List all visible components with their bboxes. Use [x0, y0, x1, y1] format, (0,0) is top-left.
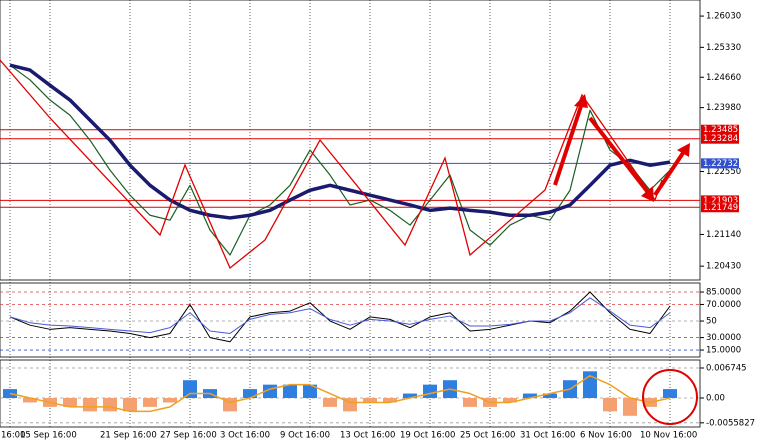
zigzag	[0, 59, 663, 270]
histogram-bar	[163, 397, 177, 403]
level-label-box	[701, 133, 739, 144]
y-tick-label: 1.21140	[706, 230, 741, 240]
x-tick-label: 6 Nov 16:00	[580, 431, 632, 441]
level-label: 1.23284	[703, 134, 738, 144]
histogram-bar	[63, 397, 77, 407]
histogram-bar	[423, 384, 437, 398]
y-tick-label: 1.22550	[706, 167, 741, 177]
level-label: 1.23485	[703, 125, 738, 135]
level-label-box	[701, 158, 739, 169]
histogram-bar	[123, 397, 137, 412]
histogram-bar	[463, 397, 477, 407]
histogram-bar	[543, 393, 557, 398]
highlight-circle	[642, 369, 698, 425]
y-tick-label: -0.0055827	[706, 418, 755, 428]
panel-frame	[0, 359, 701, 428]
x-tick-label: 25 Oct 16:00	[460, 431, 515, 441]
x-tick-label: 13 Oct 16:00	[340, 431, 395, 441]
x-tick-label: 3 Oct 16:00	[220, 431, 270, 441]
histogram-bar	[83, 397, 97, 412]
y-tick-label: 1.25330	[706, 43, 741, 53]
y-tick-label: 70.0000	[706, 300, 741, 310]
level-label: 1.21749	[703, 203, 738, 213]
histogram-bar	[363, 397, 377, 403]
histogram-bar	[183, 380, 197, 398]
arrow-head	[677, 143, 690, 157]
arrow	[553, 99, 585, 186]
y-tick-label: 30.0000	[706, 333, 741, 343]
histogram-bar	[283, 384, 297, 398]
y-tick-label: 15.0000	[706, 346, 741, 356]
x-tick-label: 27 Sep 16:00	[160, 431, 217, 441]
y-tick-label: 1.20430	[706, 262, 741, 272]
series-line	[9, 297, 671, 334]
y-tick-label: 50	[706, 317, 717, 327]
level-label-box	[701, 202, 739, 213]
histogram-bar	[523, 393, 537, 398]
x-tick-label: 15 Sep 16:00	[20, 431, 77, 441]
x-tick-label: 31 Oct 16:00	[520, 431, 575, 441]
panel-frame	[0, 282, 701, 358]
level-label: 1.22732	[703, 159, 738, 169]
histogram-bar	[663, 389, 677, 398]
level-label-box	[701, 124, 739, 135]
series-line	[9, 64, 671, 256]
histogram-bar	[603, 397, 617, 412]
y-tick-label: 1.24660	[706, 73, 741, 83]
x-tick-label: 19 Oct 16:00	[400, 431, 455, 441]
histogram-bar	[103, 397, 117, 412]
histogram-bar	[503, 397, 517, 403]
x-tick-label: 9 Oct 16:00	[280, 431, 330, 441]
histogram-bar	[323, 397, 337, 407]
y-tick-label: 0.006745	[706, 363, 747, 373]
annotations	[0, 59, 698, 425]
y-tick-label: 1.26030	[706, 12, 741, 22]
arrow-head	[641, 186, 654, 202]
y-tick-label: 1.23980	[706, 103, 741, 113]
series-line	[9, 374, 671, 413]
histogram-bar	[243, 389, 257, 398]
histogram-bar	[623, 397, 637, 416]
arrow	[588, 116, 652, 197]
x-tick-label: 16:00	[1, 431, 26, 441]
arrow-head	[574, 94, 588, 108]
histogram-bar	[143, 397, 157, 407]
level-label: 1.21903	[703, 196, 738, 206]
histogram-bar	[403, 393, 417, 398]
y-tick-label: 85.0000	[706, 288, 741, 298]
panel-frame	[0, 0, 701, 281]
y-tick-label: 0.00	[706, 393, 725, 403]
level-label-box	[701, 195, 739, 206]
histogram-bar	[383, 397, 397, 403]
x-tick-label: 21 Sep 16:00	[100, 431, 157, 441]
histogram-bar	[23, 397, 37, 403]
histogram-bar	[303, 384, 317, 398]
x-tick-label: 10 Nov 16:00	[640, 431, 697, 441]
arrow	[653, 148, 687, 197]
series-line	[9, 63, 671, 220]
